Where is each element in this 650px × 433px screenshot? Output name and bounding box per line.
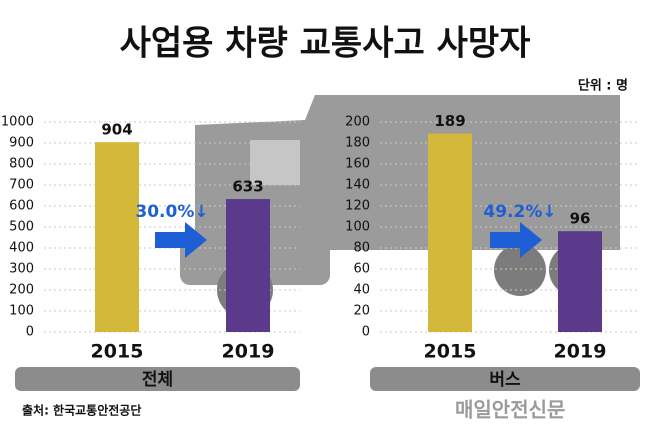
y-tick-label: 60 (353, 262, 370, 277)
value-label: 189 (434, 112, 465, 130)
y-tick-label: 40 (353, 283, 370, 298)
y-tick-label: 800 (9, 157, 34, 172)
y-tick-label: 300 (9, 262, 34, 277)
bar (558, 231, 602, 332)
value-label: 904 (101, 121, 132, 139)
bar (226, 199, 270, 332)
arrow (490, 222, 542, 258)
panel-label: 전체 (142, 370, 173, 390)
y-tick-label: 160 (345, 157, 370, 172)
y-tick-label: 900 (9, 136, 34, 151)
y-tick-label: 700 (9, 178, 34, 193)
y-tick-label: 0 (362, 325, 370, 340)
x-tick-label: 2015 (424, 341, 477, 363)
x-tick-label: 2019 (554, 341, 607, 363)
value-label: 96 (570, 210, 591, 228)
value-label: 633 (232, 178, 263, 196)
x-tick-label: 2019 (222, 341, 275, 363)
change-annotation: 49.2%↓ (483, 202, 556, 222)
y-tick-label: 20 (353, 304, 370, 319)
panel-bar (370, 367, 640, 391)
y-tick-label: 200 (345, 115, 370, 130)
y-tick-label: 500 (9, 220, 34, 235)
panel-bar (15, 367, 300, 391)
y-tick-label: 100 (345, 220, 370, 235)
y-tick-label: 120 (345, 199, 370, 214)
title: 사업용 차량 교통사고 사망자 (120, 24, 531, 64)
y-tick-label: 180 (345, 136, 370, 151)
y-tick-label: 600 (9, 199, 34, 214)
y-tick-label: 140 (345, 178, 370, 193)
watermark: 매일안전신문 (455, 398, 565, 422)
y-tick-label: 400 (9, 241, 34, 256)
y-tick-label: 1000 (1, 115, 34, 130)
y-tick-label: 200 (9, 283, 34, 298)
arrow (155, 222, 207, 258)
x-tick-label: 2015 (91, 341, 144, 363)
bar (428, 133, 472, 332)
bar (95, 142, 139, 332)
unit: 단위 : 명 (578, 78, 628, 94)
source: 출처: 한국교통안전공단 (22, 403, 141, 418)
y-tick-label: 0 (26, 325, 34, 340)
change-annotation: 30.0%↓ (135, 202, 208, 222)
y-tick-label: 80 (353, 241, 370, 256)
y-tick-label: 100 (9, 304, 34, 319)
panel-label: 버스 (489, 370, 521, 390)
